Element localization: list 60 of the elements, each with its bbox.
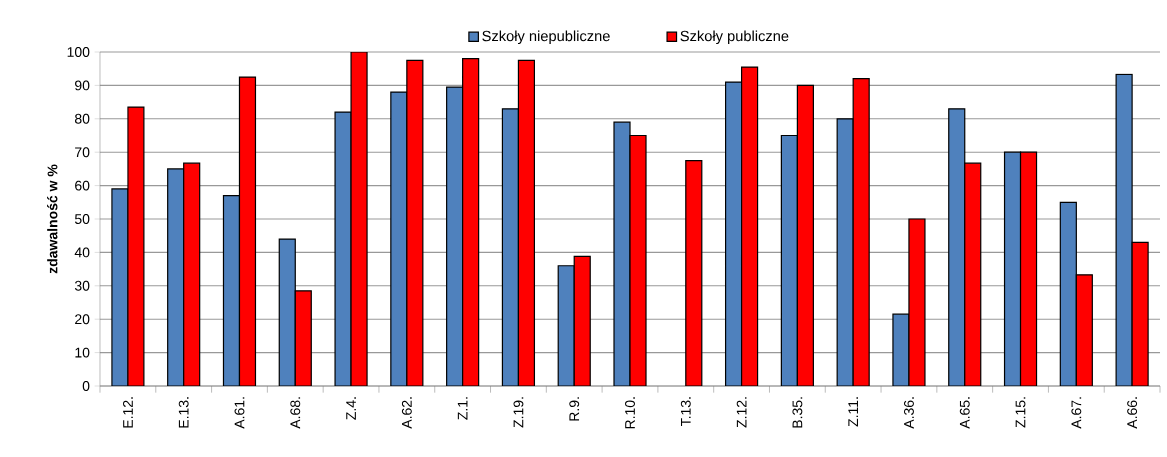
y-tick-label: 60 (75, 180, 90, 191)
y-tick-label: 70 (75, 147, 90, 158)
bar (1003, 151, 1022, 386)
bar (573, 255, 591, 386)
bar (796, 84, 814, 386)
bar (294, 290, 312, 386)
x-tick-label: Z.11. (848, 397, 858, 427)
bar (501, 108, 520, 386)
bar (462, 58, 480, 386)
bar (964, 162, 982, 386)
bar (685, 159, 703, 386)
y-tick-label: 40 (74, 247, 90, 258)
y-tick-label: 0 (82, 381, 90, 391)
y-axis-title: zdawalność w % (47, 164, 58, 274)
x-tick-label: B.35. (792, 397, 803, 428)
bar (446, 86, 464, 386)
bar (222, 195, 241, 386)
legend-label: Szkoły publiczne (680, 30, 789, 45)
x-tick-label: Z.15. (1015, 397, 1026, 428)
x-tick-label: A.68. (290, 397, 301, 429)
bar (183, 162, 201, 386)
bar (557, 265, 575, 386)
bar (724, 81, 743, 386)
bar (1059, 201, 1077, 386)
x-tick-label: A.66. (1127, 397, 1138, 429)
bar (948, 108, 966, 386)
bar (1075, 274, 1093, 386)
x-tick-label: Z.4. (346, 397, 356, 420)
x-tick-label: Z.1. (457, 397, 468, 420)
bar (852, 78, 870, 386)
x-tick-label: A.65. (959, 397, 970, 429)
y-tick-label: 80 (74, 113, 90, 124)
bar (238, 76, 257, 386)
bar (517, 59, 536, 386)
x-tick-label: Z.19. (513, 397, 524, 428)
bar (740, 66, 759, 386)
bar (1019, 151, 1038, 386)
y-tick-label: 30 (74, 280, 90, 291)
legend-label: Szkoły niepubliczne (482, 30, 610, 45)
y-tick-label: 100 (67, 47, 90, 57)
x-tick-label: A.62. (401, 397, 412, 429)
bar (836, 118, 854, 386)
x-tick-label: A.61. (234, 397, 245, 429)
bar (278, 238, 296, 386)
x-tick-label: T.13. (680, 397, 691, 427)
x-tick-label: A.36. (904, 397, 914, 429)
y-tick-label: 20 (75, 314, 90, 325)
x-tick-label: R.10. (625, 397, 635, 429)
x-tick-label: Z.12. (736, 397, 747, 428)
x-tick-label: E.13. (178, 397, 189, 428)
y-tick-label: 50 (74, 214, 90, 224)
bar (390, 91, 408, 386)
bar (406, 59, 424, 386)
bar (780, 134, 798, 386)
y-tick-label: 90 (75, 80, 90, 91)
x-tick-label: E.12. (123, 397, 133, 428)
x-tick-label: R.9. (569, 397, 580, 421)
bar (167, 168, 185, 386)
x-tick-label: A.67. (1071, 397, 1082, 429)
y-tick-label: 10 (75, 347, 90, 358)
